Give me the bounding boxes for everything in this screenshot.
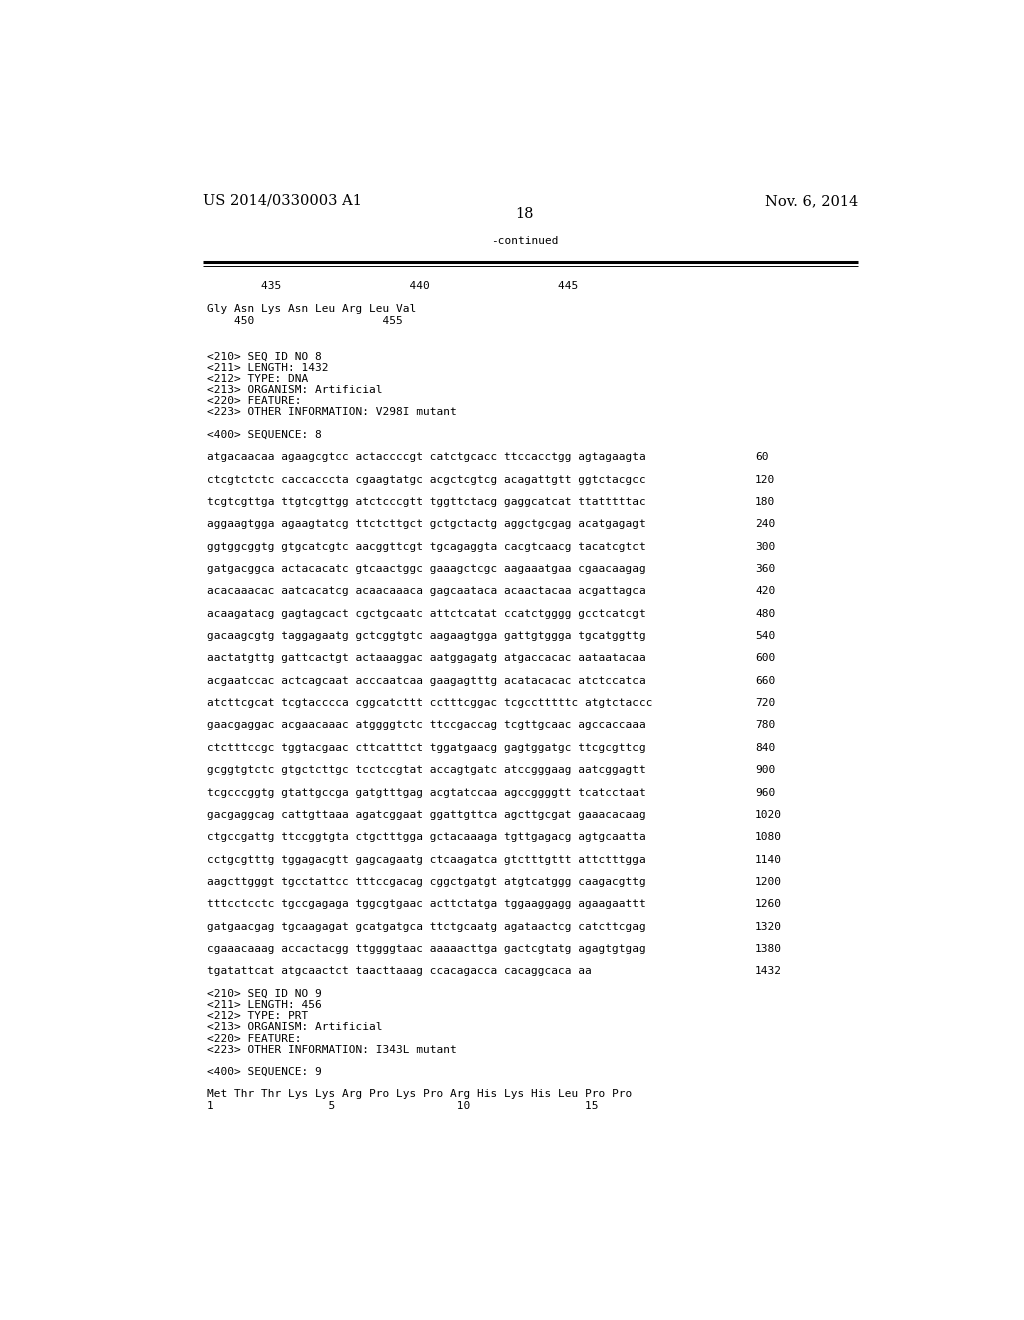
Text: 1020: 1020 bbox=[755, 810, 782, 820]
Text: ggtggcggtg gtgcatcgtc aacggttcgt tgcagaggta cacgtcaacg tacatcgtct: ggtggcggtg gtgcatcgtc aacggttcgt tgcagag… bbox=[207, 541, 646, 552]
Text: 420: 420 bbox=[755, 586, 775, 597]
Text: 1140: 1140 bbox=[755, 854, 782, 865]
Text: 18: 18 bbox=[515, 207, 535, 222]
Text: 1260: 1260 bbox=[755, 899, 782, 909]
Text: gatgaacgag tgcaagagat gcatgatgca ttctgcaatg agataactcg catcttcgag: gatgaacgag tgcaagagat gcatgatgca ttctgca… bbox=[207, 921, 646, 932]
Text: 1200: 1200 bbox=[755, 876, 782, 887]
Text: ctgccgattg ttccggtgta ctgctttgga gctacaaaga tgttgagacg agtgcaatta: ctgccgattg ttccggtgta ctgctttgga gctacaa… bbox=[207, 833, 646, 842]
Text: gacaagcgtg taggagaatg gctcggtgtc aagaagtgga gattgtggga tgcatggttg: gacaagcgtg taggagaatg gctcggtgtc aagaagt… bbox=[207, 631, 646, 642]
Text: 180: 180 bbox=[755, 496, 775, 507]
Text: Met Thr Thr Lys Lys Arg Pro Lys Pro Arg His Lys His Leu Pro Pro: Met Thr Thr Lys Lys Arg Pro Lys Pro Arg … bbox=[207, 1089, 633, 1100]
Text: 480: 480 bbox=[755, 609, 775, 619]
Text: ctctttccgc tggtacgaac cttcatttct tggatgaacg gagtggatgc ttcgcgttcg: ctctttccgc tggtacgaac cttcatttct tggatga… bbox=[207, 743, 646, 752]
Text: <220> FEATURE:: <220> FEATURE: bbox=[207, 396, 302, 407]
Text: gacgaggcag cattgttaaa agatcggaat ggattgttca agcttgcgat gaaacacaag: gacgaggcag cattgttaaa agatcggaat ggattgt… bbox=[207, 810, 646, 820]
Text: <211> LENGTH: 1432: <211> LENGTH: 1432 bbox=[207, 363, 329, 372]
Text: 780: 780 bbox=[755, 721, 775, 730]
Text: 450                   455: 450 455 bbox=[207, 315, 403, 326]
Text: <400> SEQUENCE: 9: <400> SEQUENCE: 9 bbox=[207, 1067, 323, 1077]
Text: -continued: -continued bbox=[492, 236, 558, 246]
Text: US 2014/0330003 A1: US 2014/0330003 A1 bbox=[204, 194, 362, 209]
Text: gatgacggca actacacatc gtcaactggc gaaagctcgc aagaaatgaa cgaacaagag: gatgacggca actacacatc gtcaactggc gaaagct… bbox=[207, 564, 646, 574]
Text: aagcttgggt tgcctattcc tttccgacag cggctgatgt atgtcatggg caagacgttg: aagcttgggt tgcctattcc tttccgacag cggctga… bbox=[207, 876, 646, 887]
Text: 360: 360 bbox=[755, 564, 775, 574]
Text: acaagatacg gagtagcact cgctgcaatc attctcatat ccatctgggg gcctcatcgt: acaagatacg gagtagcact cgctgcaatc attctca… bbox=[207, 609, 646, 619]
Text: 435                   440                   445: 435 440 445 bbox=[207, 281, 579, 292]
Text: aactatgttg gattcactgt actaaaggac aatggagatg atgaccacac aataatacaa: aactatgttg gattcactgt actaaaggac aatggag… bbox=[207, 653, 646, 664]
Text: 900: 900 bbox=[755, 766, 775, 775]
Text: 600: 600 bbox=[755, 653, 775, 664]
Text: atcttcgcat tcgtacccca cggcatcttt cctttcggac tcgcctttttc atgtctaccc: atcttcgcat tcgtacccca cggcatcttt cctttcg… bbox=[207, 698, 653, 708]
Text: aggaagtgga agaagtatcg ttctcttgct gctgctactg aggctgcgag acatgagagt: aggaagtgga agaagtatcg ttctcttgct gctgcta… bbox=[207, 519, 646, 529]
Text: <210> SEQ ID NO 8: <210> SEQ ID NO 8 bbox=[207, 351, 323, 362]
Text: <223> OTHER INFORMATION: I343L mutant: <223> OTHER INFORMATION: I343L mutant bbox=[207, 1044, 457, 1055]
Text: <400> SEQUENCE: 8: <400> SEQUENCE: 8 bbox=[207, 430, 323, 440]
Text: Gly Asn Lys Asn Leu Arg Leu Val: Gly Asn Lys Asn Leu Arg Leu Val bbox=[207, 304, 417, 314]
Text: 1                 5                  10                 15: 1 5 10 15 bbox=[207, 1101, 599, 1110]
Text: <220> FEATURE:: <220> FEATURE: bbox=[207, 1034, 302, 1044]
Text: <223> OTHER INFORMATION: V298I mutant: <223> OTHER INFORMATION: V298I mutant bbox=[207, 408, 457, 417]
Text: tcgtcgttga ttgtcgttgg atctcccgtt tggttctacg gaggcatcat ttatttttac: tcgtcgttga ttgtcgttgg atctcccgtt tggttct… bbox=[207, 496, 646, 507]
Text: tgatattcat atgcaactct taacttaaag ccacagacca cacaggcaca aa: tgatattcat atgcaactct taacttaaag ccacaga… bbox=[207, 966, 592, 977]
Text: tcgcccggtg gtattgccga gatgtttgag acgtatccaa agccggggtt tcatcctaat: tcgcccggtg gtattgccga gatgtttgag acgtatc… bbox=[207, 788, 646, 797]
Text: cctgcgtttg tggagacgtt gagcagaatg ctcaagatca gtctttgttt attctttgga: cctgcgtttg tggagacgtt gagcagaatg ctcaaga… bbox=[207, 854, 646, 865]
Text: 960: 960 bbox=[755, 788, 775, 797]
Text: 120: 120 bbox=[755, 474, 775, 484]
Text: atgacaacaa agaagcgtcc actaccccgt catctgcacc ttccacctgg agtagaagta: atgacaacaa agaagcgtcc actaccccgt catctgc… bbox=[207, 453, 646, 462]
Text: acacaaacac aatcacatcg acaacaaaca gagcaataca acaactacaa acgattagca: acacaaacac aatcacatcg acaacaaaca gagcaat… bbox=[207, 586, 646, 597]
Text: 540: 540 bbox=[755, 631, 775, 642]
Text: tttcctcctc tgccgagaga tggcgtgaac acttctatga tggaaggagg agaagaattt: tttcctcctc tgccgagaga tggcgtgaac acttcta… bbox=[207, 899, 646, 909]
Text: 1080: 1080 bbox=[755, 833, 782, 842]
Text: cgaaacaaag accactacgg ttggggtaac aaaaacttga gactcgtatg agagtgtgag: cgaaacaaag accactacgg ttggggtaac aaaaact… bbox=[207, 944, 646, 954]
Text: <211> LENGTH: 456: <211> LENGTH: 456 bbox=[207, 1001, 323, 1010]
Text: <212> TYPE: PRT: <212> TYPE: PRT bbox=[207, 1011, 308, 1022]
Text: <213> ORGANISM: Artificial: <213> ORGANISM: Artificial bbox=[207, 385, 383, 395]
Text: Nov. 6, 2014: Nov. 6, 2014 bbox=[765, 194, 858, 209]
Text: 1432: 1432 bbox=[755, 966, 782, 977]
Text: 1380: 1380 bbox=[755, 944, 782, 954]
Text: 240: 240 bbox=[755, 519, 775, 529]
Text: acgaatccac actcagcaat acccaatcaa gaagagtttg acatacacac atctccatca: acgaatccac actcagcaat acccaatcaa gaagagt… bbox=[207, 676, 646, 686]
Text: 660: 660 bbox=[755, 676, 775, 686]
Text: gcggtgtctc gtgctcttgc tcctccgtat accagtgatc atccgggaag aatcggagtt: gcggtgtctc gtgctcttgc tcctccgtat accagtg… bbox=[207, 766, 646, 775]
Text: <213> ORGANISM: Artificial: <213> ORGANISM: Artificial bbox=[207, 1022, 383, 1032]
Text: 300: 300 bbox=[755, 541, 775, 552]
Text: ctcgtctctc caccacccta cgaagtatgc acgctcgtcg acagattgtt ggtctacgcc: ctcgtctctc caccacccta cgaagtatgc acgctcg… bbox=[207, 474, 646, 484]
Text: <210> SEQ ID NO 9: <210> SEQ ID NO 9 bbox=[207, 989, 323, 999]
Text: 840: 840 bbox=[755, 743, 775, 752]
Text: gaacgaggac acgaacaaac atggggtctc ttccgaccag tcgttgcaac agccaccaaa: gaacgaggac acgaacaaac atggggtctc ttccgac… bbox=[207, 721, 646, 730]
Text: 720: 720 bbox=[755, 698, 775, 708]
Text: 60: 60 bbox=[755, 453, 768, 462]
Text: <212> TYPE: DNA: <212> TYPE: DNA bbox=[207, 374, 308, 384]
Text: 1320: 1320 bbox=[755, 921, 782, 932]
